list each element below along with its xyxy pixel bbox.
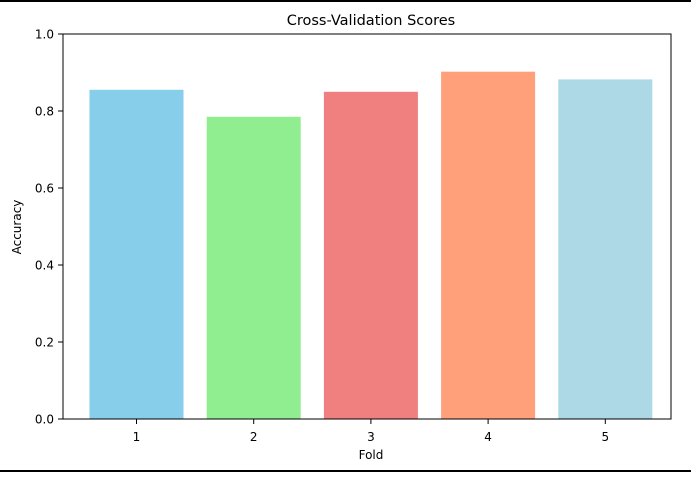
x-tick-label: 2 [250, 430, 258, 444]
x-tick-label: 1 [133, 430, 141, 444]
plot-frame [62, 33, 672, 420]
x-tick-label: 5 [601, 430, 609, 444]
top-border-line [0, 0, 691, 2]
y-axis: 0.0 0.2 0.4 0.6 0.8 1.0 [35, 28, 63, 427]
y-tick-label: 0.0 [35, 413, 54, 427]
bar-fold-2 [206, 116, 301, 420]
bar-fold-1 [89, 89, 184, 420]
y-tick-label: 0.6 [35, 182, 54, 196]
bottom-border-line [0, 470, 691, 472]
x-tick-label: 3 [367, 430, 375, 444]
x-tick-label: 4 [484, 430, 492, 444]
y-tick-label: 0.8 [35, 105, 54, 119]
y-tick-label: 0.4 [35, 259, 54, 273]
bar-fold-5 [558, 79, 653, 420]
y-axis-label: Accuracy [10, 200, 24, 255]
bar-fold-3 [323, 91, 418, 420]
chart-title: Cross-Validation Scores [287, 13, 456, 29]
bar-fold-4 [441, 71, 536, 419]
x-axis-label: Fold [359, 448, 384, 462]
y-tick-label: 1.0 [35, 28, 54, 42]
y-tick-label: 0.2 [35, 336, 54, 350]
x-axis: 1 2 3 4 5 [133, 419, 609, 444]
bars-group [89, 71, 653, 420]
